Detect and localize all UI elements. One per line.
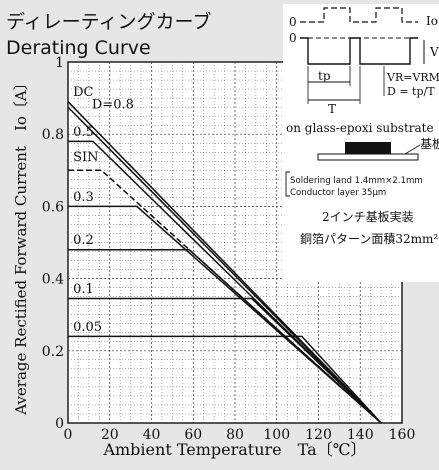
series-group [67,101,382,424]
tp-label: tp [318,69,331,83]
series-label: 0.1 [73,282,94,297]
series-label: SIN [73,150,98,165]
x-tick-label: 60 [184,427,202,443]
jp-line-2: 銅箔パターン面積32mm² [300,231,438,246]
x-tick-label: 100 [263,427,290,443]
x-tick-label: 160 [389,427,416,443]
spec-line-1: Soldering land 1.4mm×2.1mm [290,176,423,186]
v-waveform [300,37,418,65]
chart-subtitle: Derating Curve [6,37,151,59]
y-tick-label: 0.8 [42,127,64,143]
t-label: T [328,102,336,116]
y-axis-label: Average Rectified Forward Current Io〔A〕 [12,75,30,416]
io-label: Io [426,14,438,28]
series-line [68,205,382,424]
substrate-board [317,153,419,161]
y-tick-label: 1 [55,55,64,71]
board-label: 基板 [420,137,439,151]
v-zero-label: 0 [289,31,297,45]
series-line [68,248,382,424]
v-label: V [429,45,439,59]
series-labels: DCD=0.8 0.5 SIN 0.3 0.2 0.1 0.05 [73,85,134,335]
inset-panel: 0 Io 0 V tp T VR=VRM D = tp/T on glass-e… [283,4,439,282]
substrate-text: on glass-epoxi substrate [286,121,434,135]
x-tick-label: 120 [305,427,332,443]
series-line [67,106,382,424]
io-waveform [300,7,418,23]
x-tick-label: 20 [101,427,119,443]
x-axis-label: Ambient Temperature Ta〔℃〕 [102,440,366,459]
x-tick-label: 80 [226,427,244,443]
series-label: 0.05 [73,320,102,335]
series-label: D=0.8 [92,98,134,113]
x-tick-label: 0 [64,427,73,443]
y-tick-label: 0.2 [42,344,64,360]
x-tick-label: 140 [347,427,374,443]
y-tick-label: 0 [55,416,64,432]
io-zero-label: 0 [289,15,297,29]
y-tick-label: 0.6 [42,199,64,215]
series-line [68,335,382,424]
board-leader [404,144,421,155]
y-tick-label: 0.4 [42,272,64,288]
series-line [68,297,382,424]
series-label: 0.5 [73,125,94,140]
spec-bracket [285,171,290,197]
series-label: DC [73,85,93,100]
series-label: 0.3 [73,190,94,205]
component-body [345,142,391,154]
x-tick-label: 40 [143,427,161,443]
spec-line-2: Conductor layer 35μm [290,188,386,198]
series-label: 0.2 [73,233,94,248]
series-line [68,140,382,424]
vr-text: VR=VRM [386,71,439,84]
chart-title: ディレーティングカーブ [6,10,211,33]
axis-ticks: 0 20 40 60 80 100 120 140 160 0 0.2 0.4 0.6 0.8 1 [42,55,416,443]
duty-text: D = tp/T [387,85,435,98]
jp-line-1: 2インチ基板実装 [322,209,414,224]
